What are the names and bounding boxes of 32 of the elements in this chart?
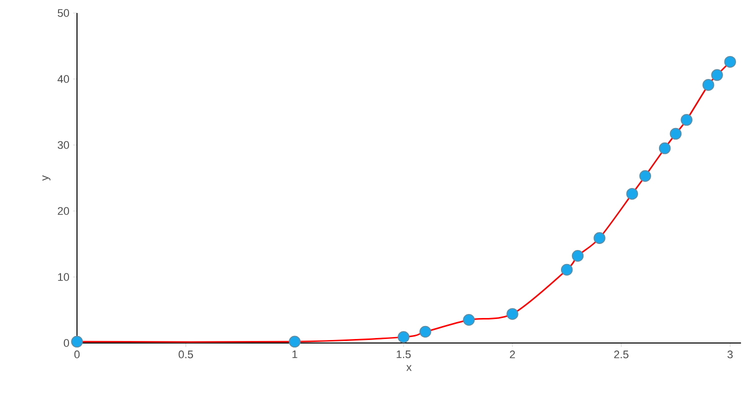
y-tick-label: 20 — [58, 207, 70, 215]
y-tick-label: 30 — [58, 141, 70, 149]
point — [680, 114, 692, 126]
point — [419, 326, 432, 338]
y-tick-label: 40 — [58, 75, 70, 83]
point — [71, 336, 83, 348]
x-tick-label: 2.5 — [614, 350, 628, 358]
x-tick-label: 0 — [74, 350, 80, 358]
point — [658, 142, 671, 154]
point — [626, 188, 638, 200]
point — [594, 232, 606, 244]
y-tick-label: 50 — [58, 9, 70, 17]
y-axis-title: y — [42, 175, 50, 181]
point — [639, 170, 652, 182]
x-tick-label: 0.5 — [178, 350, 193, 358]
x-tick-label: 1.5 — [396, 350, 411, 358]
point — [288, 336, 301, 348]
point — [462, 314, 475, 326]
point — [724, 56, 736, 68]
point — [702, 79, 714, 91]
point — [572, 250, 584, 262]
x-tick-label: 3 — [727, 350, 733, 358]
point — [711, 69, 723, 81]
point — [670, 128, 682, 140]
point — [398, 331, 410, 343]
x-axis-title: x — [406, 365, 412, 371]
y-tick-label: 10 — [58, 273, 70, 281]
y-tick-label: 0 — [64, 339, 70, 347]
x-tick-label: 1 — [292, 350, 298, 358]
point — [506, 308, 518, 320]
x-tick-label: 2 — [510, 350, 515, 358]
point — [560, 264, 573, 276]
